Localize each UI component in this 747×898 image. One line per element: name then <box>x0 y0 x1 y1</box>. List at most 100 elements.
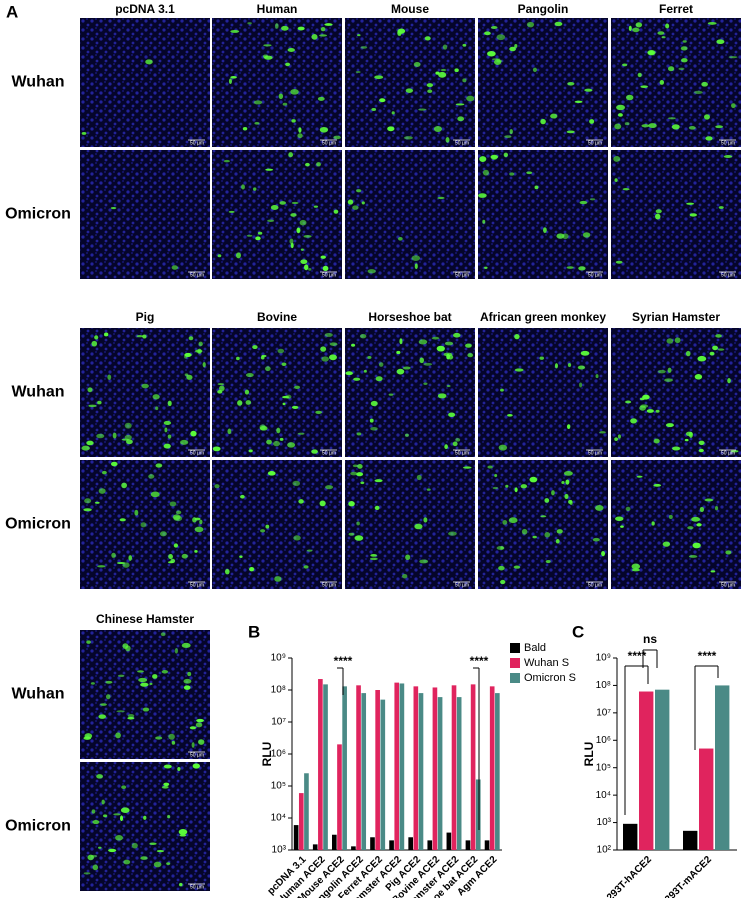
bar <box>380 699 386 850</box>
green-cell <box>274 23 279 29</box>
green-cell <box>509 46 516 52</box>
green-cell <box>498 565 505 571</box>
green-cell <box>253 187 257 191</box>
green-cell <box>505 484 509 488</box>
legend-label: Bald <box>524 642 546 654</box>
green-cell <box>641 124 650 128</box>
nuclei-stain <box>478 460 608 589</box>
green-cell <box>414 523 423 530</box>
green-cell <box>87 387 93 393</box>
green-cell <box>374 479 383 483</box>
bar <box>323 684 328 850</box>
green-cell <box>255 236 261 241</box>
green-cell <box>405 88 414 93</box>
green-cell <box>262 54 269 59</box>
green-cell <box>300 259 308 265</box>
green-cell <box>181 553 188 559</box>
green-cell <box>462 78 467 83</box>
green-cell <box>567 363 572 368</box>
green-cell <box>543 227 547 233</box>
green-cell <box>217 383 225 386</box>
green-cell <box>202 362 206 368</box>
green-cell <box>183 678 192 684</box>
green-cell <box>595 374 599 379</box>
green-cell <box>228 210 235 213</box>
legend-label: Wuhan S <box>524 657 569 669</box>
nuclei-stain <box>345 328 475 457</box>
green-cell <box>622 63 628 67</box>
green-cell <box>178 828 188 835</box>
scale-bar-label: 50 µm <box>322 272 336 278</box>
green-cell <box>653 483 662 487</box>
nuclei-stain <box>611 150 741 279</box>
green-cell <box>578 266 586 271</box>
green-cell <box>122 562 130 568</box>
green-cell <box>189 726 197 730</box>
green-cell <box>509 129 513 134</box>
green-cell <box>131 842 138 849</box>
green-cell <box>361 201 365 205</box>
green-cell <box>682 40 687 43</box>
green-cell <box>419 357 425 364</box>
green-cell <box>174 648 179 654</box>
green-cell <box>305 162 310 167</box>
bar <box>293 825 299 850</box>
green-cell <box>149 682 153 686</box>
green-cell <box>138 677 148 683</box>
green-cell <box>121 482 128 489</box>
green-cell <box>615 516 624 522</box>
green-cell <box>173 543 179 548</box>
green-cell <box>153 861 162 868</box>
green-cell <box>712 345 718 351</box>
green-cell <box>356 432 362 436</box>
y-tick-label: 10⁵ <box>596 762 611 773</box>
green-cell <box>289 238 294 245</box>
bar <box>361 693 367 850</box>
green-cell <box>357 34 361 37</box>
green-cell <box>103 814 108 818</box>
green-cell <box>127 716 135 720</box>
green-cell <box>710 570 716 573</box>
nuclei-stain <box>212 150 342 279</box>
green-cell <box>402 366 411 370</box>
green-cell <box>655 409 660 413</box>
green-cell <box>98 488 106 494</box>
green-cell <box>120 807 130 813</box>
green-cell <box>367 269 376 274</box>
green-cell <box>625 506 631 512</box>
green-cell <box>678 67 685 71</box>
green-cell <box>508 517 518 524</box>
green-cell <box>84 498 92 504</box>
panel-label: A <box>6 2 18 21</box>
green-cell <box>617 113 623 117</box>
green-cell <box>175 510 182 515</box>
green-cell <box>378 362 384 367</box>
green-cell <box>532 535 537 539</box>
green-cell <box>396 368 405 375</box>
green-cell <box>101 799 105 805</box>
green-cell <box>86 440 94 446</box>
green-cell <box>617 434 621 439</box>
green-cell <box>704 114 710 120</box>
green-cell <box>490 26 498 29</box>
green-cell <box>155 463 163 468</box>
green-cell <box>496 59 503 63</box>
green-cell <box>191 742 195 748</box>
green-cell <box>152 674 158 679</box>
green-cell <box>688 431 693 438</box>
y-tick-label: 10² <box>597 845 612 856</box>
green-cell <box>550 113 558 119</box>
green-cell <box>287 442 296 448</box>
green-cell <box>319 34 328 37</box>
green-cell <box>503 152 509 158</box>
bar <box>375 690 380 850</box>
nuclei-stain <box>611 328 741 457</box>
green-cell <box>167 434 172 439</box>
green-cell <box>556 529 563 534</box>
green-cell <box>266 439 272 445</box>
green-cell <box>333 135 341 140</box>
nuclei-stain <box>80 150 210 279</box>
green-cell <box>325 485 334 490</box>
scale-bar-label: 50 µm <box>322 582 336 588</box>
green-cell <box>357 464 363 469</box>
